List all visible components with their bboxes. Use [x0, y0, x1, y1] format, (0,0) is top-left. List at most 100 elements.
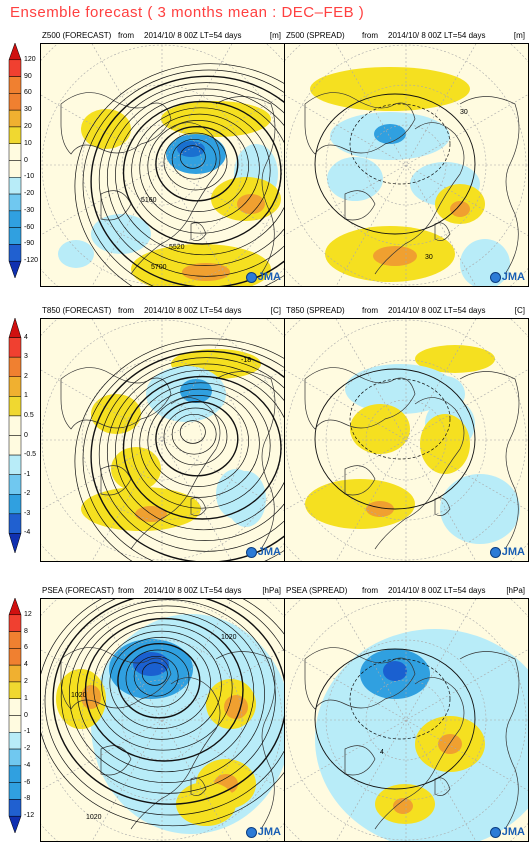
colorbar-segment [8, 799, 22, 817]
contour-line [349, 378, 451, 460]
jma-logo-text: JMA [501, 546, 525, 558]
forecast-panel-1-map: 5160 5520 5700 JMA [40, 43, 285, 287]
colorbar-segment [8, 260, 22, 278]
colorbar-segment [8, 76, 22, 94]
jma-logo: JMA [245, 826, 281, 838]
anomaly-patch [420, 414, 470, 474]
colorbar [8, 43, 22, 278]
contour-line [349, 658, 451, 740]
spread-panel-2-variable: T850 (SPREAD) [286, 306, 345, 315]
globe-icon [245, 826, 257, 838]
contour-line [41, 599, 284, 827]
page-title: Ensemble forecast ( 3 months mean : DEC–… [10, 4, 365, 21]
colorbar-tick-label: 2 [24, 677, 28, 685]
coastline [190, 222, 207, 241]
forecast-panel-2-unit: [C] [270, 306, 281, 315]
contour-label: 5160 [141, 197, 157, 204]
coastline [434, 497, 451, 516]
jma-logo-text: JMA [257, 271, 281, 283]
coastline [130, 122, 221, 275]
anomaly-patch [373, 246, 417, 266]
coastline [304, 367, 416, 430]
jma-logo-text: JMA [257, 546, 281, 558]
spread-panel-3-map: 4 JMA [284, 598, 529, 842]
colorbar-segment [8, 732, 22, 750]
contour-line [314, 93, 476, 235]
spread-panel-1-variable: Z500 (SPREAD) [286, 31, 345, 40]
jma-logo: JMA [245, 271, 281, 283]
colorbar-segment [8, 681, 22, 699]
colorbar-tick-label: -30 [24, 206, 35, 214]
coastline [100, 745, 132, 776]
globe-icon [489, 271, 501, 283]
colorbar-segment [8, 396, 22, 417]
anomaly-patch [374, 124, 406, 144]
colorbar-tick-label: -10 [24, 173, 35, 181]
colorbar [8, 598, 22, 833]
colorbar-tick-label: -4 [24, 761, 31, 769]
anomaly-patch [177, 141, 205, 157]
colorbar-tick-label: 0 [24, 156, 28, 164]
colorbar-segment [8, 193, 22, 212]
colorbar-tick-label: -20 [24, 190, 35, 198]
contour-line [74, 338, 284, 561]
spread-panel-1-unit: [m] [513, 31, 525, 40]
anomaly-patch [440, 474, 520, 544]
contour-line [98, 82, 284, 277]
contour-line [82, 69, 284, 286]
colorbar-segment [8, 765, 22, 783]
meridian-line [41, 649, 284, 791]
contour-line [139, 388, 260, 498]
colorbar-tick-label: -120 [24, 257, 39, 265]
contour-line [131, 382, 271, 509]
colorbar-segment [8, 815, 22, 833]
forecast-panel-1-init-time: 2014/10/ 8 00Z LT=54 days [144, 31, 242, 40]
contour-line [163, 407, 228, 466]
contour-line [98, 357, 284, 552]
spread-panel-2-unit: [C] [514, 306, 525, 315]
colorbar-tick-label: -6 [24, 778, 31, 786]
contour-line [171, 138, 217, 180]
colorbar-segment [8, 698, 22, 716]
contour-line [139, 113, 260, 223]
contour-line [77, 611, 255, 773]
contour-line [122, 100, 282, 245]
anomaly-patch [310, 67, 470, 111]
contour-line [109, 637, 211, 729]
forecast-panel-1-from: from [118, 31, 134, 40]
contour-line [52, 599, 284, 805]
colorbar-tick-label: 8 [24, 627, 28, 635]
colorbar-tick-label: -12 [24, 812, 35, 820]
colorbar-segment [8, 664, 22, 683]
colorbar-tick-label: -1 [24, 728, 31, 736]
contour-label: 30 [460, 109, 468, 116]
colorbar-tick-label: 12 [24, 610, 32, 618]
spread-panel-3-unit: [hPa] [506, 586, 525, 595]
spread-panel-1-map: 30 30 JMA [284, 43, 529, 287]
colorbar-tick-label: -1 [24, 470, 31, 478]
contour-line [93, 624, 233, 751]
contour-line [131, 107, 271, 234]
contour-line [141, 662, 168, 686]
contour-label: 1020 [86, 814, 102, 821]
coastline [215, 651, 276, 830]
contour-label: 5700 [151, 264, 167, 271]
spread-panel-2-init-time: 2014/10/ 8 00Z LT=54 days [388, 306, 486, 315]
coastline [344, 465, 376, 496]
colorbar-tick-label: 10 [24, 139, 32, 147]
coastline [374, 122, 465, 275]
contour-line [106, 363, 284, 541]
colorbar-tick-label: 0 [24, 431, 28, 439]
contour-line [179, 420, 206, 444]
globe-icon [245, 271, 257, 283]
coastline [434, 222, 451, 241]
forecast-panel-1-unit: [m] [269, 31, 281, 40]
colorbar-tick-label: 4 [24, 333, 28, 341]
contour-line [314, 368, 476, 510]
colorbar-segment [8, 227, 22, 245]
contour-line [106, 88, 284, 266]
colorbar-segment [8, 126, 22, 144]
colorbar-segment [8, 337, 22, 358]
anomaly-patch [237, 194, 265, 214]
colorbar-tick-label: -3 [24, 509, 31, 517]
